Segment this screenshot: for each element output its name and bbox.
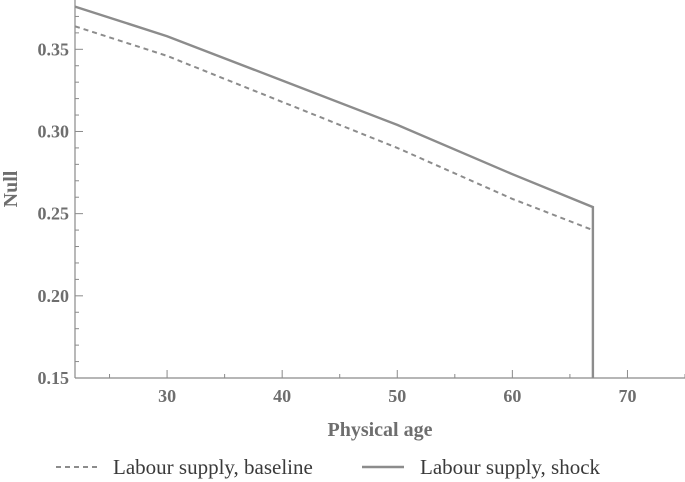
legend-label-shock: Labour supply, shock bbox=[420, 455, 601, 479]
x-tick-label: 70 bbox=[618, 386, 636, 406]
tick-labels: 30 40 50 60 70 0.15 0.20 0.25 0.30 0.35 bbox=[38, 39, 637, 406]
series-group bbox=[74, 5, 595, 378]
y-tick-label: 0.25 bbox=[38, 204, 70, 224]
series-line-baseline bbox=[74, 25, 594, 232]
x-tick-label: 30 bbox=[158, 386, 176, 406]
axes bbox=[74, 0, 685, 379]
y-tick-label: 0.20 bbox=[38, 286, 70, 306]
legend-label-baseline: Labour supply, baseline bbox=[113, 455, 313, 479]
legend: Labour supply, baseline Labour supply, s… bbox=[56, 455, 601, 479]
x-axis-title: Physical age bbox=[328, 419, 433, 441]
y-axis-title: Null bbox=[0, 170, 22, 207]
y-tick-label: 0.15 bbox=[38, 368, 70, 388]
ticks bbox=[75, 15, 685, 379]
x-tick-label: 40 bbox=[273, 386, 291, 406]
y-tick-label: 0.30 bbox=[38, 121, 70, 141]
series-line-shock bbox=[74, 5, 595, 378]
y-tick-label: 0.35 bbox=[38, 39, 70, 59]
x-tick-label: 50 bbox=[388, 386, 406, 406]
x-tick-label: 60 bbox=[503, 386, 521, 406]
